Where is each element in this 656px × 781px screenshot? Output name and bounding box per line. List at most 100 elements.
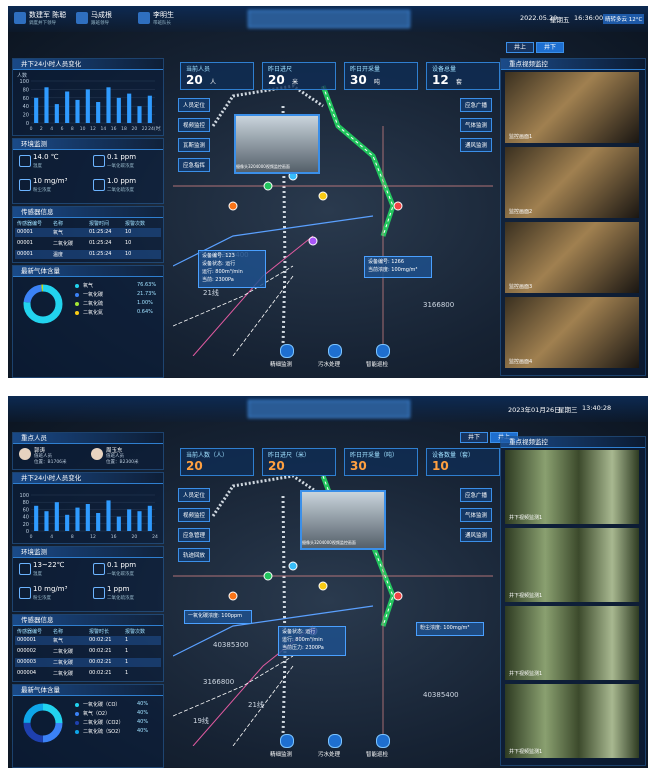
table-cell: 1 [125,659,129,665]
info-popup [278,626,346,656]
info-popup [364,256,432,278]
popup-line: 运行: 800m³/min [282,637,323,643]
video-feed[interactable] [505,606,639,680]
y-tick-label: 40 [23,104,29,110]
map-line [173,265,294,327]
y-tick-label: 100 [19,493,29,499]
bar [147,505,152,531]
stat-unit: 套 [456,79,463,86]
video-feed[interactable] [505,684,639,758]
nav-icon [328,344,342,358]
legend-name: 一氧化碳（CO） [83,702,121,708]
legend-value: 0.64% [137,309,153,315]
nav-icon [280,734,294,748]
side-button[interactable]: 瓦斯监测 [178,138,211,152]
side-button[interactable]: 视频监控 [178,118,211,132]
legend-name: 二氧化碳（CO2） [83,720,124,726]
side-button[interactable]: 应急指挥 [178,158,211,172]
table-cell: 1 [125,648,129,654]
map-label: 3166800 [203,678,235,686]
bar [34,505,39,531]
video-feed[interactable] [505,147,639,218]
x-tick-label: 0 [30,534,33,540]
bar [34,97,39,123]
legend-value: 1.00% [137,300,153,306]
bar [44,511,49,531]
x-tick-label: 22 [142,126,148,132]
table-row [15,658,161,667]
side-button[interactable]: 人员定位 [178,488,211,502]
video-feed[interactable] [505,72,639,143]
dashboard-top: 40385400316680021线2022.05.20星期五16:36:00晴… [8,6,648,378]
donut-segment [23,703,63,743]
video-feed[interactable] [505,450,639,524]
side-button[interactable]: 轨迹回放 [178,548,211,562]
popup-line: 当前压力: 2300Pa [282,645,324,651]
donut-segment [23,703,63,743]
side-button[interactable]: 通风监测 [460,528,493,542]
person-info: 位置：B1706米 [34,460,67,465]
popup-line: 一氧化碳浓度: 100ppm [188,613,243,619]
map-line [232,275,294,356]
env-name: 二氧化硫浓度 [107,188,134,193]
side-button[interactable]: 气体监测 [460,508,493,522]
map-marker [393,201,403,211]
env-value: 10 mg/m³ [33,177,68,185]
map-line [173,605,374,657]
map-line [320,85,396,237]
nav-button[interactable]: 智能巡检 [366,752,389,758]
nav-button[interactable]: 精细监测 [270,752,293,758]
stat-card [426,448,500,476]
side-button[interactable]: 应急管理 [178,528,211,542]
env-icon [93,587,105,599]
table-cell: 000001 [17,637,37,643]
nav-button[interactable]: 污水处理 [318,752,341,758]
donut-segment [23,703,63,743]
x-tick-label: 24 [152,534,158,540]
title-box [248,400,410,418]
x-tick-label: 20 [131,534,137,540]
nav-button[interactable]: 智能巡检 [366,362,389,368]
y-tick-label: 20 [23,113,29,119]
table-cell: 000003 [17,659,37,665]
map-line [281,105,287,347]
popup-line: 运行: 800m³/min [202,269,243,275]
video-feed[interactable] [505,297,639,368]
side-button[interactable]: 气体监测 [460,118,493,132]
legend-value: 40% [137,701,149,707]
side-button[interactable]: 人员定位 [178,98,211,112]
side-button[interactable]: 通风监测 [460,138,493,152]
x-tick-label: 0 [30,126,33,132]
stat-card [262,448,336,476]
tab-button[interactable]: 井下 [536,42,564,53]
tab-button[interactable]: 井下 [460,432,488,443]
person-name: 郭涛 [34,448,46,454]
bar [65,514,70,531]
bar [137,511,142,531]
table-cell: 00:02:21 [89,648,112,654]
section: 传感器信息 传感器编号 名称 报警时间 报警次数 00001 氧气 01:25:24 10 000… [12,206,164,263]
legend-value: 21.73% [137,291,157,297]
video-caption: 监控画面4 [509,359,533,365]
side-button[interactable]: 应急广播 [460,98,493,112]
video-feed[interactable] [505,528,639,602]
tab-button[interactable]: 井上 [506,42,534,53]
video-feed[interactable] [505,222,639,293]
bar [116,516,121,531]
bar [127,509,132,531]
env-name: 一氧化碳浓度 [107,572,134,577]
section-title: 传感器信息 [13,207,163,218]
nav-button[interactable]: 污水处理 [318,362,341,368]
side-button[interactable]: 应急广播 [460,488,493,502]
time: 13:40:28 [582,404,612,412]
side-button[interactable]: 视频监控 [178,508,211,522]
nav-button[interactable]: 精细监测 [270,362,293,368]
legend-dot [75,703,79,707]
popup-line: 当前: 2300Pa [202,277,234,283]
y-tick-label: 100 [19,79,29,85]
user-role: 调度井下领导 [29,21,56,26]
section: 最新气体含量 一氧化碳（CO） 40% 氧气（O2） 40% 二氧化碳（CO2） 40% 二氧… [12,684,164,768]
map-label: 40385400 [423,691,459,699]
y-tick-label: 0 [26,529,29,535]
